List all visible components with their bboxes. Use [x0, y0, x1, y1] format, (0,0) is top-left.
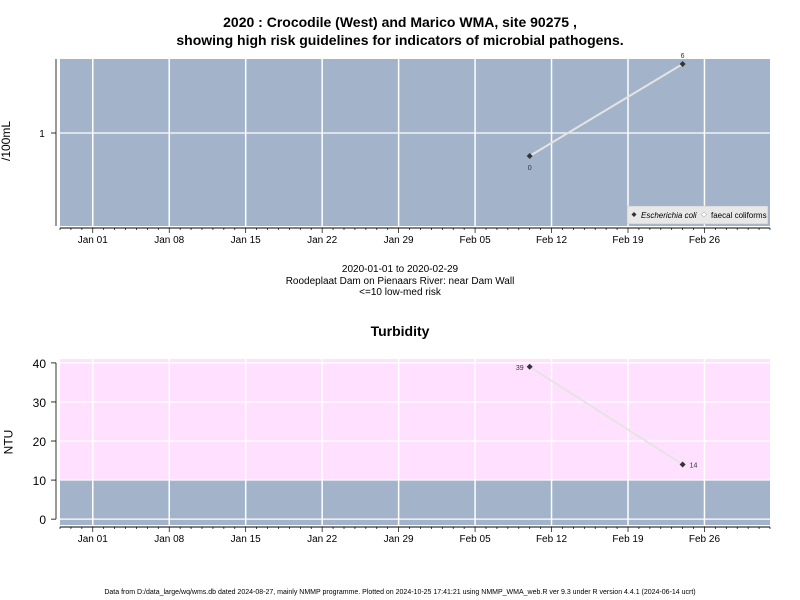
turbidity-data-label: 39 [516, 365, 524, 372]
top-chart: 1 Jan 01 Jan 08 Jan 15 Jan 22 Jan 29 Feb 05 Feb… [39, 53, 771, 246]
x-tick-label: Feb 12 [536, 534, 568, 545]
x-tick-label: Jan 08 [154, 534, 184, 545]
x-tick-label: Feb 12 [536, 235, 568, 246]
x-tick-label: Feb 05 [460, 235, 492, 246]
turbidity-data-label: 14 [690, 462, 698, 469]
subtitle-site: Roodeplaat Dam on Pienaars River: near D… [285, 276, 515, 287]
legend-faecal-marker [701, 211, 707, 218]
bottom-y-tick-label: 40 [33, 357, 47, 371]
x-tick-label: Jan 15 [231, 534, 261, 545]
legend-box [626, 205, 769, 225]
turbidity-data-point [526, 363, 533, 370]
ecoli-data-label: 0 [528, 165, 532, 172]
chart-title-line-2: showing high risk guidelines for indicat… [176, 32, 624, 48]
x-tick-label: Feb 26 [689, 534, 721, 545]
turbidity-series-line [529, 365, 684, 466]
bottom-y-tick-label: 20 [33, 435, 47, 449]
x-tick-label: Feb 19 [612, 235, 644, 246]
bottom-y-tick-label: 30 [33, 396, 47, 410]
x-tick-label: Feb 05 [460, 534, 492, 545]
subtitle-risk: <=10 low-med risk [359, 287, 441, 298]
x-tick-label: Jan 29 [384, 235, 414, 246]
x-tick-label: Jan 08 [154, 235, 184, 246]
bottom-y-tick-label: 0 [39, 513, 46, 527]
x-tick-label: Jan 22 [307, 534, 337, 545]
top-y-tick-label: 1 [39, 129, 45, 140]
x-tick-label: Jan 15 [231, 235, 261, 246]
top-legend: Escherichia coli faecal coliforms [626, 205, 769, 225]
ecoli-data-label: 6 [681, 53, 685, 60]
turbidity-title: Turbidity [370, 323, 430, 339]
top-plot-panel [60, 59, 770, 226]
bottom-chart: 0 10 20 30 40 Jan 01 Jan 08 Jan 15 Jan 22 Jan 29 F… [33, 357, 771, 545]
subtitle-date-range: 2020-01-01 to 2020-02-29 [341, 264, 459, 275]
legend-ecoli-marker [631, 212, 637, 217]
ecoli-data-point [679, 61, 686, 67]
footer-note: Data from D:/data_large/wq/wms.db dated … [104, 589, 696, 596]
x-tick-label: Jan 22 [307, 235, 337, 246]
turbidity-data-point [679, 461, 686, 468]
chart-title-line-1: 2020 : Crocodile (West) and Marico WMA, … [223, 14, 577, 30]
high-risk-band [60, 359, 770, 481]
bottom-y-tick-label: 10 [33, 474, 47, 488]
x-tick-label: Jan 01 [78, 235, 108, 246]
legend-ecoli-label: Escherichia coli [641, 211, 697, 220]
x-tick-label: Jan 01 [78, 534, 108, 545]
ecoli-series-line [529, 63, 684, 157]
legend-faecal-label: faecal coliforms [711, 211, 767, 220]
x-tick-label: Feb 26 [689, 235, 721, 246]
ecoli-data-point [526, 153, 533, 160]
x-tick-label: Feb 19 [612, 534, 644, 545]
x-tick-label: Jan 29 [384, 534, 414, 545]
